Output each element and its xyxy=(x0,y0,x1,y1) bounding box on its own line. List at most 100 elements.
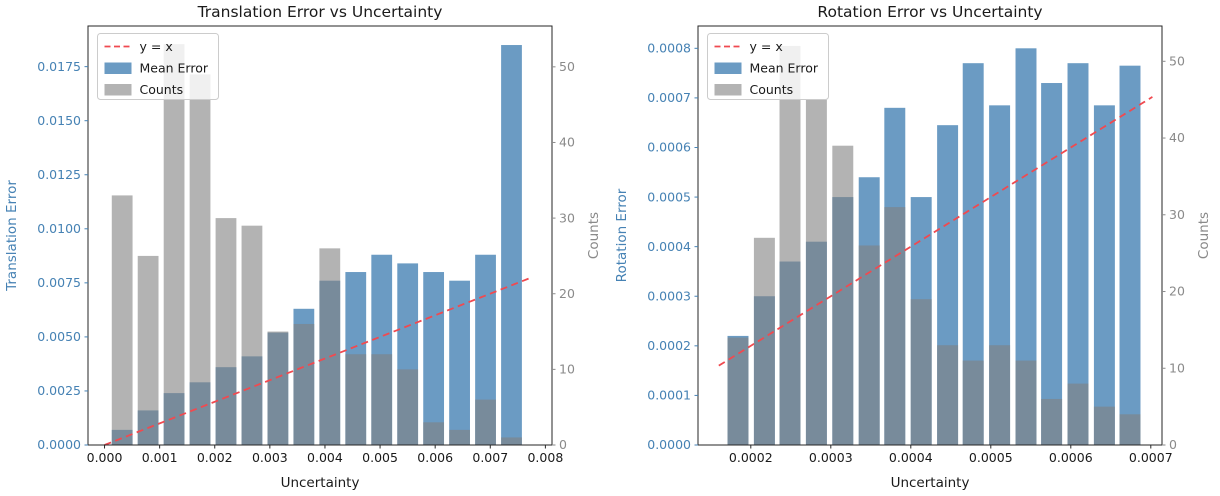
x-tick-label: 0.000 xyxy=(87,450,123,465)
x-tick-label: 0.003 xyxy=(252,450,288,465)
y-tick-label-left: 0.0050 xyxy=(37,329,81,344)
y-tick-label-left: 0.0025 xyxy=(37,383,81,398)
y-tick-label-left: 0.0000 xyxy=(647,437,691,452)
y-tick-label-right: 0 xyxy=(1169,437,1177,452)
x-tick-label: 0.007 xyxy=(472,450,508,465)
legend-label: y = x xyxy=(140,39,173,54)
counts-bar xyxy=(189,74,211,446)
legend-label: Mean Error xyxy=(140,61,209,76)
y-tick-label-left: 0.0125 xyxy=(37,167,81,182)
legend-label: y = x xyxy=(750,39,783,54)
y-tick-label-left: 0.0100 xyxy=(37,221,81,236)
y-tick-label-left: 0.0004 xyxy=(647,239,691,254)
y-tick-label-left: 0.0001 xyxy=(647,388,691,403)
counts-bar xyxy=(371,354,393,445)
counts-bar xyxy=(163,44,185,446)
counts-bar xyxy=(449,429,470,445)
y-tick-label-left: 0.0005 xyxy=(647,189,691,204)
translation-error-chart: Translation Error vs Uncertainty Uncertai… xyxy=(4,3,602,491)
y-tick-label-right: 20 xyxy=(559,286,575,301)
x-tick-label: 0.002 xyxy=(197,450,233,465)
counts-bar xyxy=(753,237,775,445)
y-tick-label-right: 50 xyxy=(559,59,575,74)
counts-bar xyxy=(397,369,419,445)
x-tick-label: 0.0002 xyxy=(729,450,773,465)
x-axis-label: Uncertainty xyxy=(281,475,360,491)
y-axis-label-right: Counts xyxy=(586,212,602,259)
counts-bar xyxy=(1041,398,1063,445)
mean-error-bar xyxy=(1067,63,1089,445)
mean-error-bar xyxy=(1015,48,1037,446)
y-tick-label-left: 0.0000 xyxy=(37,437,81,452)
legend-box xyxy=(707,33,829,100)
counts-bar xyxy=(423,422,445,445)
legend-label: Counts xyxy=(750,82,794,97)
y-tick-label-left: 0.0002 xyxy=(647,338,691,353)
counts-bar xyxy=(937,345,959,445)
x-tick-label: 0.0004 xyxy=(889,450,933,465)
counts-bar xyxy=(832,145,854,445)
counts-bar xyxy=(475,399,496,445)
counts-bar xyxy=(137,255,159,445)
mean-error-bar xyxy=(1041,83,1063,446)
y-tick-label-right: 50 xyxy=(1169,54,1185,69)
x-tick-label: 0.004 xyxy=(307,450,343,465)
y-tick-label-right: 10 xyxy=(559,362,575,377)
x-tick-label: 0.0006 xyxy=(1049,450,1093,465)
y-tick-label-left: 0.0075 xyxy=(37,275,81,290)
legend-box xyxy=(97,33,219,100)
y-tick-label-left: 0.0003 xyxy=(647,288,691,303)
y-axis-label-right: Counts xyxy=(1196,212,1212,259)
counts-bar xyxy=(293,323,315,445)
legend-blue-patch-swatch xyxy=(714,62,742,74)
counts-bar xyxy=(779,45,801,445)
mean-error-bar xyxy=(475,254,496,445)
mean-error-bar xyxy=(423,272,445,445)
counts-bar xyxy=(215,218,237,445)
legend-label: Counts xyxy=(140,82,184,97)
mean-error-bar xyxy=(501,45,522,445)
x-tick-label: 0.001 xyxy=(142,450,178,465)
x-tick-label: 0.0003 xyxy=(809,450,853,465)
counts-bar xyxy=(805,99,827,446)
counts-bar xyxy=(910,299,932,445)
x-tick-label: 0.0007 xyxy=(1129,450,1173,465)
y-tick-label-left: 0.0008 xyxy=(647,41,691,56)
y-tick-label-left: 0.0150 xyxy=(37,113,81,128)
counts-bar xyxy=(1093,406,1115,445)
plot-spines xyxy=(87,25,553,446)
legend-label: Mean Error xyxy=(750,61,819,76)
y-tick-label-right: 0 xyxy=(559,437,567,452)
y-tick-label-right: 10 xyxy=(1169,360,1185,375)
legend-gray-patch-swatch xyxy=(104,84,132,96)
mean-error-bar xyxy=(1119,65,1141,446)
plot-spines xyxy=(697,25,1163,446)
y-tick-label-right: 40 xyxy=(1169,130,1185,145)
counts-bar xyxy=(1067,383,1089,445)
x-tick-label: 0.008 xyxy=(527,450,563,465)
legend-blue-patch-swatch xyxy=(104,62,132,74)
legend-gray-patch-swatch xyxy=(714,84,742,96)
chart-title: Rotation Error vs Uncertainty xyxy=(817,3,1042,21)
x-tick-label: 0.005 xyxy=(362,450,398,465)
y-tick-label-left: 0.0006 xyxy=(647,140,691,155)
counts-bar xyxy=(858,245,880,445)
identity-line xyxy=(104,277,530,446)
counts-bar xyxy=(345,354,367,445)
counts-bar xyxy=(111,195,133,445)
counts-bar xyxy=(1015,360,1037,445)
y-tick-label-right: 40 xyxy=(559,135,575,150)
counts-bar xyxy=(727,337,749,445)
counts-bar xyxy=(989,345,1011,445)
y-axis-label-left: Rotation Error xyxy=(614,188,630,282)
counts-bar xyxy=(319,248,341,445)
counts-bar xyxy=(962,360,984,445)
y-tick-label-right: 30 xyxy=(559,210,575,225)
y-tick-label-left: 0.0175 xyxy=(37,59,81,74)
y-tick-label-right: 30 xyxy=(1169,207,1185,222)
mean-error-bar xyxy=(1093,105,1115,445)
counts-bar xyxy=(1119,414,1141,445)
y-axis-label-left: Translation Error xyxy=(4,180,20,292)
y-tick-label-right: 20 xyxy=(1169,284,1185,299)
